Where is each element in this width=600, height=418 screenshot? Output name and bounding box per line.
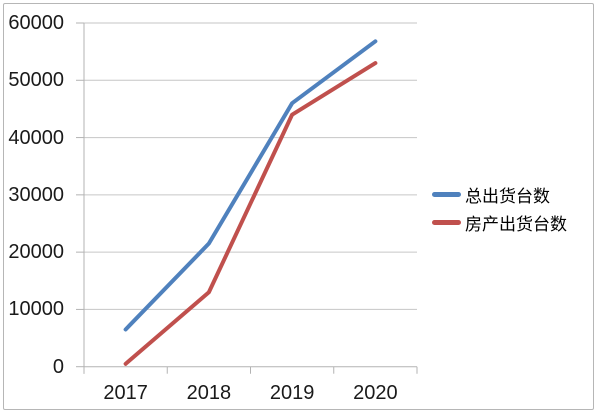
series-line-1 [123, 61, 378, 366]
y-axis-label: 10000 [8, 298, 64, 321]
chart-frame [3, 3, 594, 410]
legend-label: 房产出货台数 [465, 214, 567, 234]
y-axis-label: 20000 [8, 241, 64, 264]
y-axis-label: 60000 [8, 12, 64, 34]
y-axis-label: 30000 [8, 183, 64, 206]
legend-item-total: 总出货台数 [432, 182, 567, 206]
y-axis-label: 40000 [8, 126, 64, 149]
legend-label: 总出货台数 [465, 186, 550, 206]
series-line-0 [123, 39, 378, 332]
x-axis-label: 2019 [269, 382, 315, 404]
y-axis-label: 0 [52, 355, 64, 378]
legend: 总出货台数 房产出货台数 [432, 182, 567, 234]
legend-marker-line-red [432, 219, 461, 225]
x-axis-label: 2017 [103, 382, 148, 404]
x-axis-label: 2020 [353, 382, 398, 404]
x-axis-label: 2018 [186, 382, 232, 404]
y-axis-label: 50000 [8, 69, 64, 92]
legend-item-realestate: 房产出货台数 [432, 210, 567, 234]
legend-marker-line-blue [432, 191, 461, 197]
